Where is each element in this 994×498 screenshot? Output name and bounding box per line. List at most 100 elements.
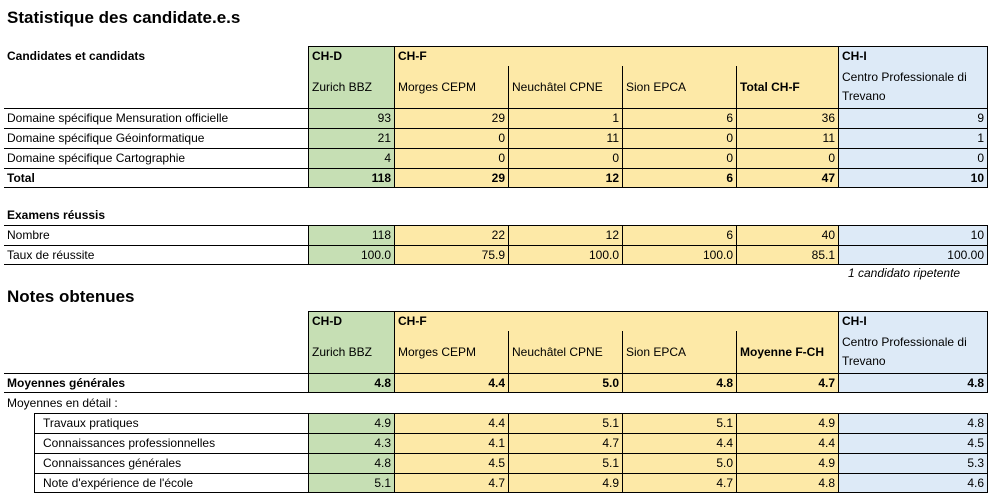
notes-general-row-cell: 4.8 [308,373,395,393]
notes-detail-row-label: Connaissances générales [34,453,308,473]
candidates-row-cell: 0 [395,128,509,148]
group-ch-f: CH-F [395,46,838,66]
notes-detail-row-cell: 4.9 [737,413,838,433]
candidates-total-row-cell: 29 [395,168,509,188]
notes-general-row-label: Moyennes générales [4,373,308,393]
candidates-row-cell: 11 [509,128,623,148]
notes-detail-row-cell: 4.3 [308,433,395,453]
candidates-total-row-cell: 6 [623,168,737,188]
col-morges: Morges CEPM [395,66,509,108]
notes-group-ch-i: CH-I [838,311,988,331]
col-neuchatel: Neuchâtel CPNE [509,66,623,108]
candidates-total-row-cell: 12 [509,168,623,188]
candidates-total-row-cell: 10 [838,168,988,188]
exams-row-cell: 100.0 [623,245,737,265]
notes-col-zurich: Zurich BBZ [308,331,395,373]
notes-col-sion: Sion EPCA [623,331,737,373]
notes-detail-row-cell: 4.8 [308,453,395,473]
notes-detail-row-label: Connaissances professionnelles [34,433,308,453]
notes-detail-row-cell: 4.5 [838,433,988,453]
notes-detail-row-cell: 4.9 [509,473,623,493]
exams-row-label: Taux de réussite [4,245,308,265]
notes-general-row-cell: 5.0 [509,373,623,393]
notes-group-ch-f: CH-F [395,311,838,331]
candidates-row-cell: 0 [395,148,509,168]
notes-detail-row-cell: 4.9 [308,413,395,433]
candidates-total-row-label: Total [4,168,308,188]
notes-detail-row-cell: 5.1 [509,413,623,433]
col-zurich: Zurich BBZ [308,66,395,108]
notes-general-row-cell: 4.4 [395,373,509,393]
exams-row-cell: 75.9 [395,245,509,265]
notes-general-row-cell: 4.8 [623,373,737,393]
notes-general-row-cell: 4.8 [838,373,988,393]
notes-group-ch-d: CH-D [308,311,395,331]
col-trevano: Centro Professionale di Trevano [838,66,988,108]
exams-row-cell: 6 [623,225,737,245]
notes-detail-row-cell: 5.1 [623,413,737,433]
candidates-row-cell: 11 [737,128,838,148]
notes-detail-row-cell: 4.8 [838,413,988,433]
notes-detail-row-cell: 4.7 [623,473,737,493]
group-ch-i: CH-I [838,46,988,66]
exams-row-cell: 100.00 [838,245,988,265]
exams-row-cell: 12 [509,225,623,245]
notes-detail-row-cell: 4.8 [737,473,838,493]
candidates-row-cell: 1 [838,128,988,148]
candidates-row-label: Domaine spécifique Mensuration officiell… [4,108,308,128]
candidates-row-label: Domaine spécifique Cartographie [4,148,308,168]
notes-detail-row-cell: 5.0 [623,453,737,473]
exams-row-cell: 22 [395,225,509,245]
candidates-row-cell: 93 [308,108,395,128]
candidates-row-cell: 0 [623,128,737,148]
notes-detail-row-cell: 5.3 [838,453,988,473]
repeat-note: 1 candidato ripetente [848,266,961,280]
exams-row-cell: 100.0 [308,245,395,265]
notes-detail-row-cell: 4.5 [395,453,509,473]
notes-col-trevano: Centro Professionale di Trevano [838,331,988,373]
col-total-chf: Total CH-F [737,66,838,108]
candidates-row-label: Domaine spécifique Géoinformatique [4,128,308,148]
exams-row-cell: 118 [308,225,395,245]
notes-detail-row-cell: 4.7 [509,433,623,453]
candidates-total-row-cell: 47 [737,168,838,188]
notes-detail-label: Moyennes en détail : [7,396,118,410]
candidates-row-cell: 36 [737,108,838,128]
exams-row-cell: 85.1 [737,245,838,265]
candidates-row-cell: 0 [838,148,988,168]
exams-row-label: Nombre [4,225,308,245]
candidates-row-cell: 21 [308,128,395,148]
candidates-row-cell: 1 [509,108,623,128]
group-ch-d: CH-D [308,46,395,66]
candidates-row-cell: 0 [509,148,623,168]
notes-detail-row-cell: 4.7 [395,473,509,493]
candidates-row-cell: 0 [623,148,737,168]
notes-title: Notes obtenues [7,287,135,306]
notes-detail-row-cell: 5.1 [308,473,395,493]
notes-detail-row-cell: 4.1 [395,433,509,453]
exams-row-cell: 40 [737,225,838,245]
candidates-row-cell: 6 [623,108,737,128]
page-title: Statistique des candidate.e.s [7,8,241,27]
candidates-row-cell: 9 [838,108,988,128]
candidates-row-cell: 0 [737,148,838,168]
candidates-row-cell: 4 [308,148,395,168]
candidates-label: Candidates et candidats [7,49,146,63]
exams-row-cell: 10 [838,225,988,245]
notes-general-row-cell: 4.7 [737,373,838,393]
notes-col-moyenne-fch: Moyenne F-CH [737,331,838,373]
col-sion: Sion EPCA [623,66,737,108]
notes-detail-row-cell: 4.6 [838,473,988,493]
notes-detail-row-cell: 5.1 [509,453,623,473]
notes-col-morges: Morges CEPM [395,331,509,373]
notes-col-neuchatel: Neuchâtel CPNE [509,331,623,373]
notes-detail-row-cell: 4.4 [623,433,737,453]
notes-detail-row-cell: 4.4 [737,433,838,453]
notes-detail-row-label: Note d'expérience de l'école [34,473,308,493]
candidates-total-row-cell: 118 [308,168,395,188]
notes-detail-row-cell: 4.4 [395,413,509,433]
exams-label: Examens réussis [7,208,106,222]
notes-detail-row-label: Travaux pratiques [34,413,308,433]
notes-detail-row-cell: 4.9 [737,453,838,473]
exams-row-cell: 100.0 [509,245,623,265]
